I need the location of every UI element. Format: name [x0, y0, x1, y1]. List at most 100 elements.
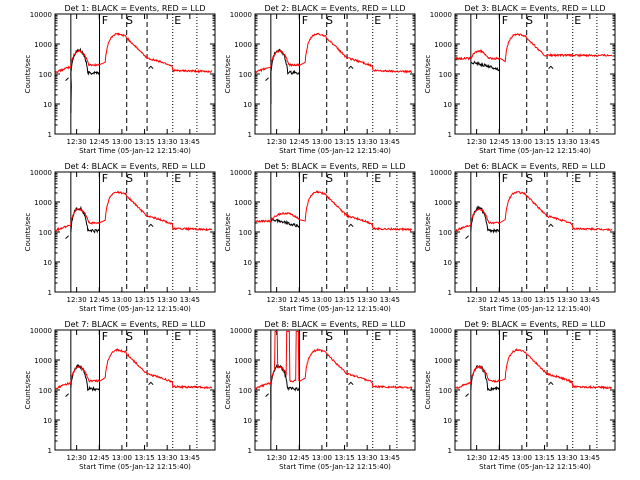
- marker-letter-s: S: [326, 330, 333, 343]
- y-tick-label: 1000: [34, 357, 52, 365]
- y-tick-label: 10000: [30, 11, 52, 19]
- events-series-fragment: [65, 235, 69, 240]
- y-tick-label: 10: [443, 259, 452, 267]
- y-axis-label: Counts/sec: [424, 371, 432, 410]
- y-tick-label: 1: [248, 289, 252, 297]
- lld-series-line: [454, 33, 613, 63]
- x-axis-label: Start Time (05-Jan-12 12:15:40): [279, 305, 391, 313]
- y-tick-label: 1: [448, 447, 452, 455]
- y-tick-label: 10000: [230, 169, 252, 177]
- events-series-fragment: [465, 235, 469, 240]
- events-series-line: [270, 48, 300, 105]
- y-tick-label: 10000: [430, 11, 452, 19]
- x-tick-label: 13:45: [580, 138, 600, 146]
- x-axis-label: Start Time (05-Jan-12 12:15:40): [479, 305, 591, 313]
- x-tick-label: 13:15: [334, 296, 354, 304]
- x-tick-label: 12:45: [289, 138, 309, 146]
- y-tick-label: 1: [48, 289, 52, 297]
- lld-series-line: [254, 330, 413, 391]
- marker-letter-f: F: [302, 330, 308, 343]
- y-tick-label: 10000: [430, 327, 452, 335]
- x-tick-label: 13:15: [134, 454, 154, 462]
- x-tick-label: 12:30: [267, 138, 287, 146]
- marker-letter-s: S: [526, 14, 533, 27]
- x-tick-label: 13:00: [312, 138, 332, 146]
- x-tick-label: 12:30: [67, 296, 87, 304]
- x-axis-label: Start Time (05-Jan-12 12:15:40): [79, 463, 191, 471]
- x-tick-label: 13:30: [157, 138, 177, 146]
- events-series-fragment: [348, 223, 354, 228]
- marker-letter-e: E: [574, 172, 581, 185]
- events-series-line: [470, 60, 500, 72]
- x-tick-label: 13:15: [534, 138, 554, 146]
- marker-letter-f: F: [502, 330, 508, 343]
- marker-letter-f: F: [502, 172, 508, 185]
- plot-frame: [254, 13, 416, 135]
- marker-letter-f: F: [102, 330, 108, 343]
- x-tick-label: 12:45: [89, 296, 109, 304]
- lld-series-line: [454, 347, 612, 390]
- x-tick-label: 13:45: [180, 454, 200, 462]
- x-tick-label: 13:45: [180, 296, 200, 304]
- lld-series-line: [54, 32, 213, 75]
- y-tick-label: 10000: [430, 169, 452, 177]
- x-tick-label: 12:30: [67, 454, 87, 462]
- plot-title: Det 1: BLACK = Events, RED = LLD: [65, 4, 206, 13]
- x-tick-label: 13:45: [180, 138, 200, 146]
- x-tick-label: 13:45: [580, 296, 600, 304]
- x-tick-label: 13:30: [357, 296, 377, 304]
- x-tick-label: 13:30: [157, 296, 177, 304]
- events-series-fragment: [265, 77, 269, 82]
- x-tick-label: 13:15: [134, 138, 154, 146]
- marker-letter-e: E: [374, 172, 381, 185]
- lld-series-line: [254, 32, 413, 75]
- plot-frame: [54, 329, 216, 451]
- x-tick-label: 13:30: [157, 454, 177, 462]
- x-tick-label: 13:00: [112, 454, 132, 462]
- y-tick-label: 100: [239, 387, 252, 395]
- x-tick-label: 13:45: [580, 454, 600, 462]
- x-tick-label: 12:30: [467, 296, 487, 304]
- plot-frame: [54, 171, 216, 293]
- y-axis-label: Counts/sec: [24, 371, 32, 410]
- plot-title: Det 4: BLACK = Events, RED = LLD: [65, 162, 206, 171]
- y-tick-label: 1000: [434, 357, 452, 365]
- lld-series-line: [54, 348, 212, 390]
- marker-letter-s: S: [326, 172, 333, 185]
- x-tick-label: 13:45: [380, 138, 400, 146]
- x-tick-label: 12:45: [289, 454, 309, 462]
- y-tick-label: 100: [39, 229, 52, 237]
- events-series-fragment: [548, 65, 554, 70]
- lld-series-line: [454, 190, 613, 232]
- marker-letter-e: E: [374, 14, 381, 27]
- y-tick-label: 1000: [434, 199, 452, 207]
- x-tick-label: 13:15: [334, 454, 354, 462]
- x-tick-label: 13:00: [312, 296, 332, 304]
- y-tick-label: 100: [239, 71, 252, 79]
- y-tick-label: 10: [43, 417, 52, 425]
- y-tick-label: 100: [39, 387, 52, 395]
- x-axis-label: Start Time (05-Jan-12 12:15:40): [479, 147, 591, 155]
- x-tick-label: 13:15: [334, 138, 354, 146]
- x-axis-label: Start Time (05-Jan-12 12:15:40): [479, 463, 591, 471]
- x-tick-label: 12:30: [467, 454, 487, 462]
- y-tick-label: 1: [48, 447, 52, 455]
- events-series-fragment: [148, 381, 154, 386]
- events-series-line: [270, 363, 300, 421]
- detector-2-plot: Det 2: BLACK = Events, RED = LLD 1 10 100 10…: [224, 4, 416, 155]
- y-axis-label: Counts/sec: [24, 55, 32, 94]
- events-series-fragment: [65, 77, 69, 82]
- x-tick-label: 12:45: [89, 138, 109, 146]
- detector-5-plot: Det 5: BLACK = Events, RED = LLD 1 10 100 10…: [224, 162, 416, 313]
- x-tick-label: 13:00: [512, 138, 532, 146]
- marker-letter-e: E: [374, 330, 381, 343]
- plot-title: Det 8: BLACK = Events, RED = LLD: [265, 320, 406, 329]
- y-tick-label: 1000: [234, 357, 252, 365]
- detector-6-plot: Det 6: BLACK = Events, RED = LLD 1 10 100 10…: [424, 162, 616, 313]
- marker-letter-f: F: [102, 14, 108, 27]
- marker-letter-e: E: [174, 172, 181, 185]
- x-tick-label: 13:30: [557, 454, 577, 462]
- plot-title: Det 5: BLACK = Events, RED = LLD: [265, 162, 406, 171]
- y-tick-label: 1000: [34, 41, 52, 49]
